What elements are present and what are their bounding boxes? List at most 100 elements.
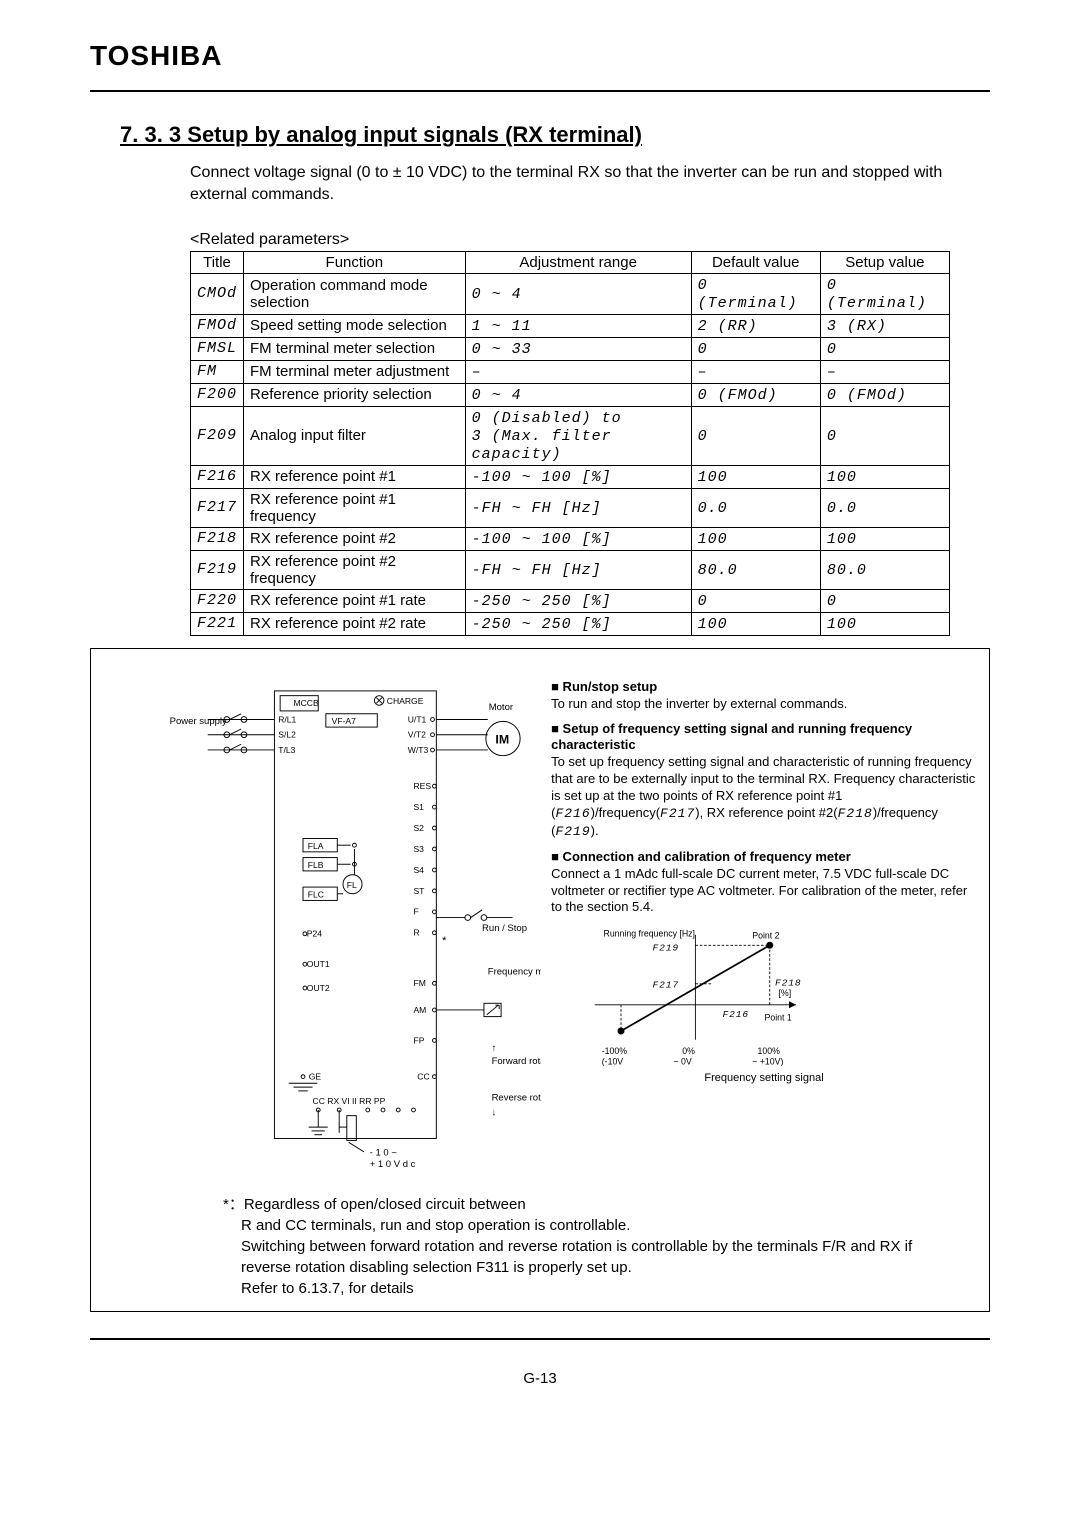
svg-text:F218: F218: [775, 978, 802, 989]
table-cell: 0 ~ 4: [465, 383, 691, 406]
table-cell: -250 ~ 250 [%]: [465, 589, 691, 612]
table-cell: Speed setting mode selection: [244, 314, 466, 337]
svg-text:Running frequency [Hz]: Running frequency [Hz]: [604, 929, 695, 939]
table-cell: F200: [191, 383, 244, 406]
svg-text:[%]: [%]: [779, 988, 792, 998]
footnote: *：Regardless of open/closed circuit betw…: [223, 1194, 937, 1299]
table-cell: RX reference point #2 rate: [244, 612, 466, 635]
table-cell: RX reference point #2 frequency: [244, 550, 466, 589]
svg-text:Reverse rotation: Reverse rotation: [492, 1092, 542, 1103]
svg-text:*: *: [442, 935, 447, 947]
table-cell: 0: [820, 406, 949, 465]
table-cell: 100: [820, 612, 949, 635]
table-row: FMOdSpeed setting mode selection1 ~ 112 …: [191, 314, 950, 337]
svg-text:OUT1: OUT1: [307, 959, 330, 969]
svg-text:U/T1: U/T1: [408, 714, 427, 724]
svg-text:S1: S1: [413, 802, 424, 812]
note1-text: To run and stop the inverter by external…: [551, 696, 847, 711]
table-cell: 0: [691, 406, 820, 465]
svg-text:ST: ST: [413, 886, 425, 896]
table-cell: 3 (RX): [820, 314, 949, 337]
svg-text:MCCB: MCCB: [293, 698, 318, 708]
table-cell: FM terminal meter adjustment: [244, 360, 466, 383]
svg-text:Point 1: Point 1: [765, 1013, 792, 1023]
table-cell: 2 (RR): [691, 314, 820, 337]
section-title: 7. 3. 3 Setup by analog input signals (R…: [120, 122, 990, 148]
table-cell: 0 ~ 4: [465, 273, 691, 314]
svg-text:R: R: [413, 927, 419, 937]
svg-text:RES: RES: [413, 781, 431, 791]
table-cell: 0 (Disabled) to3 (Max. filter capacity): [465, 406, 691, 465]
table-cell: 0 (Terminal): [691, 273, 820, 314]
table-cell: 0 (FMOd): [691, 383, 820, 406]
table-row: F216RX reference point #1-100 ~ 100 [%]1…: [191, 465, 950, 488]
table-header: Setup value: [820, 251, 949, 273]
table-cell: RX reference point #2: [244, 527, 466, 550]
svg-text:F216: F216: [723, 1009, 750, 1020]
table-cell: 1 ~ 11: [465, 314, 691, 337]
freq-chart: Running frequency [Hz] Point 2 Point 1 […: [551, 926, 977, 1085]
table-cell: FM terminal meter selection: [244, 337, 466, 360]
table-cell: –: [465, 360, 691, 383]
table-cell: –: [820, 360, 949, 383]
table-cell: 0: [691, 337, 820, 360]
note3-text: Connect a 1 mAdc full-scale DC current m…: [551, 866, 967, 915]
table-cell: -FH ~ FH [Hz]: [465, 488, 691, 527]
table-cell: Analog input filter: [244, 406, 466, 465]
svg-text:FLC: FLC: [308, 889, 324, 899]
svg-text:S/L2: S/L2: [278, 729, 296, 739]
table-row: FMFM terminal meter adjustment–––: [191, 360, 950, 383]
table-row: F219RX reference point #2 frequency-FH ~…: [191, 550, 950, 589]
params-table: TitleFunctionAdjustment rangeDefault val…: [190, 251, 950, 636]
table-cell: F217: [191, 488, 244, 527]
svg-text:F219: F219: [653, 943, 680, 954]
table-cell: Operation command mode selection: [244, 273, 466, 314]
svg-text:S3: S3: [413, 844, 424, 854]
svg-text:↓: ↓: [492, 1107, 497, 1118]
svg-text:(-10V: (-10V: [602, 1057, 624, 1067]
table-cell: 0: [691, 589, 820, 612]
table-row: F217RX reference point #1 frequency-FH ~…: [191, 488, 950, 527]
svg-text:FP: FP: [413, 1035, 424, 1045]
table-cell: 0 (FMOd): [820, 383, 949, 406]
svg-text:S2: S2: [413, 823, 424, 833]
svg-text:F: F: [413, 906, 418, 916]
svg-text:Motor: Motor: [489, 702, 514, 713]
page-number: G-13: [90, 1370, 990, 1387]
svg-text:R/L1: R/L1: [278, 714, 296, 724]
svg-text:FLA: FLA: [308, 841, 324, 851]
svg-text:Power supply: Power supply: [170, 716, 227, 727]
table-header: Adjustment range: [465, 251, 691, 273]
svg-text:-100%: -100%: [602, 1046, 628, 1056]
svg-text:OUT2: OUT2: [307, 983, 330, 993]
table-cell: F221: [191, 612, 244, 635]
svg-text:0%: 0%: [682, 1046, 695, 1056]
svg-text:AM: AM: [413, 1005, 426, 1015]
table-cell: 0: [820, 589, 949, 612]
table-cell: 100: [820, 465, 949, 488]
table-cell: Reference priority selection: [244, 383, 466, 406]
svg-text:P24: P24: [307, 928, 322, 938]
svg-text:S4: S4: [413, 865, 424, 875]
table-cell: RX reference point #1 rate: [244, 589, 466, 612]
svg-text:W/T3: W/T3: [408, 745, 429, 755]
table-cell: 100: [691, 612, 820, 635]
table-row: F209Analog input filter0 (Disabled) to3 …: [191, 406, 950, 465]
svg-text:FL: FL: [347, 880, 357, 890]
table-header: Function: [244, 251, 466, 273]
note3-heading: ■ Connection and calibration of frequenc…: [551, 849, 851, 864]
svg-text:CC RX VI II RR PP: CC RX VI II RR PP: [313, 1096, 386, 1106]
table-row: F218RX reference point #2-100 ~ 100 [%]1…: [191, 527, 950, 550]
table-cell: -250 ~ 250 [%]: [465, 612, 691, 635]
table-cell: FM: [191, 360, 244, 383]
note1-heading: ■ Run/stop setup: [551, 679, 657, 694]
table-cell: 80.0: [820, 550, 949, 589]
table-cell: 80.0: [691, 550, 820, 589]
diagram-svg: MCCB CHARGE VF-A7 Power supply R/L1S/L2T…: [103, 679, 541, 1179]
table-cell: F218: [191, 527, 244, 550]
top-rule: [90, 90, 990, 92]
table-cell: -100 ~ 100 [%]: [465, 527, 691, 550]
svg-text:IM: IM: [495, 732, 509, 746]
svg-text:FM: FM: [413, 978, 425, 988]
svg-text:100%: 100%: [758, 1046, 781, 1056]
